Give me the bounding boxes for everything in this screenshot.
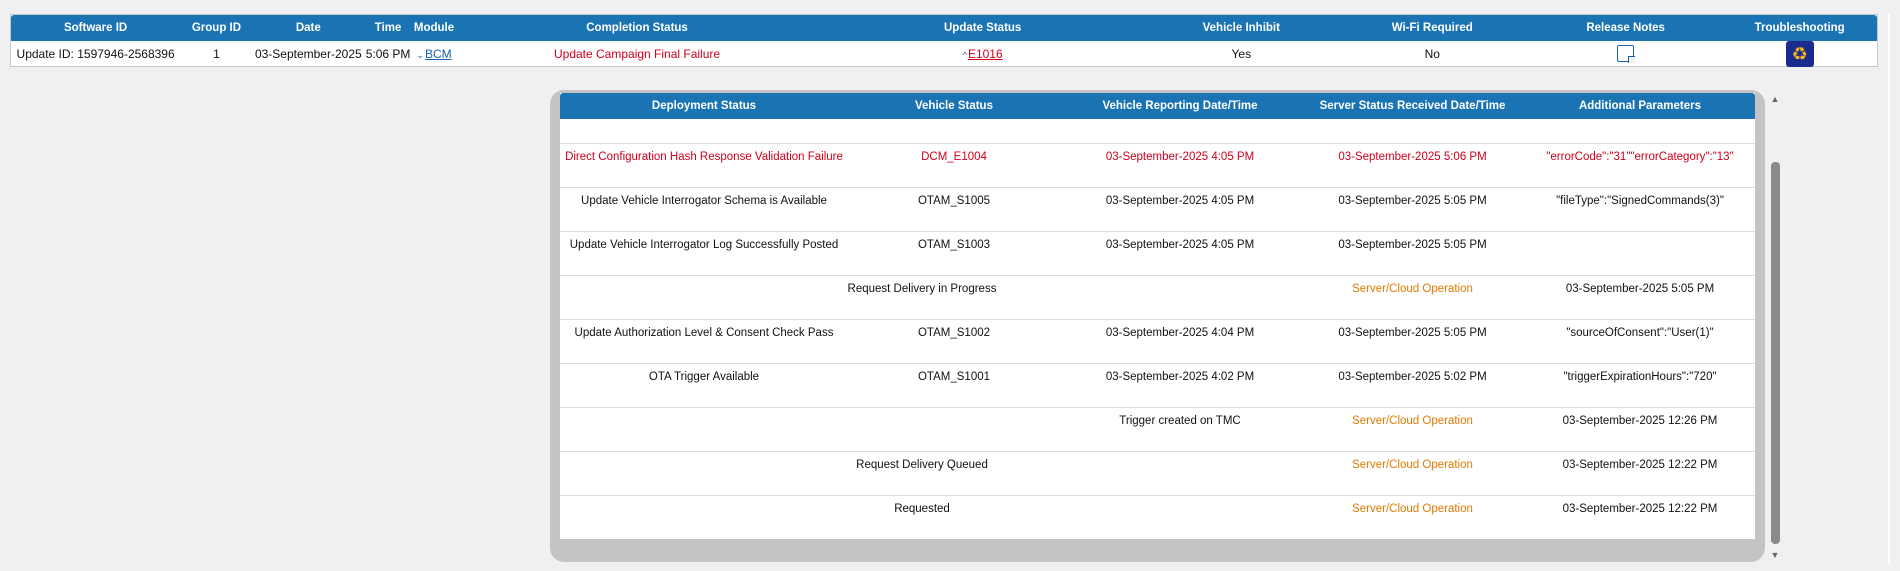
note-icon[interactable] <box>1617 45 1636 63</box>
module-cell: ⌄BCM <box>412 47 456 61</box>
deployment-detail-table: Deployment Status Vehicle Status Vehicle… <box>560 93 1755 539</box>
software-update-header: Software ID Group ID Date Time Module Co… <box>11 15 1877 41</box>
table-row: Trigger created on TMC Server/Cloud Oper… <box>560 407 1755 451</box>
header-date[interactable]: Date <box>295 22 321 34</box>
scroll-up-arrow-icon[interactable]: ▲ <box>1770 94 1780 104</box>
server-event-date: 03-September-2025 12:22 PM <box>1562 503 1718 515</box>
vehicle-status-value: OTAM_S1005 <box>917 195 990 207</box>
update-status-link[interactable]: E1016 <box>967 46 1003 61</box>
deployment-status-value: Update Vehicle Interrogator Log Successf… <box>569 239 839 251</box>
additional-parameters-value: "triggerExpirationHours":"720" <box>1563 371 1717 383</box>
header-completion-status[interactable]: Completion Status <box>586 22 688 34</box>
header-server-status[interactable]: Server Status Received Date/Time <box>1319 100 1506 112</box>
header-wifi-required[interactable]: Wi-Fi Required <box>1391 22 1473 34</box>
table-row: Direct Configuration Hash Response Valid… <box>560 143 1755 187</box>
table-row: Update ID: 1597946-2568396 1 03-Septembe… <box>11 40 1877 67</box>
deployment-status-value: Update Vehicle Interrogator Schema is Av… <box>581 195 827 207</box>
software-update-table: Software ID Group ID Date Time Module Co… <box>10 14 1878 67</box>
chevron-down-icon[interactable]: ⌄ <box>416 49 424 60</box>
vehicle-inhibit-value: Yes <box>1231 46 1252 61</box>
scrollbar-thumb[interactable] <box>1771 162 1780 544</box>
server-status-value: 03-September-2025 5:05 PM <box>1338 327 1487 339</box>
recycle-icon[interactable]: ♻ <box>1785 40 1814 67</box>
header-additional-parameters[interactable]: Additional Parameters <box>1578 100 1702 112</box>
deployment-detail-body[interactable]: Direct Configuration Hash Response Valid… <box>560 119 1755 539</box>
table-row: Request Delivery in Progress Server/Clou… <box>560 275 1755 319</box>
deployment-status-value: Direct Configuration Hash Response Valid… <box>565 151 843 163</box>
server-event-description: Requested <box>894 503 950 515</box>
server-status-value: 03-September-2025 5:05 PM <box>1338 195 1487 207</box>
header-time[interactable]: Time <box>374 22 402 34</box>
vehicle-status-value: OTAM_S1003 <box>917 239 990 251</box>
server-event-category: Server/Cloud Operation <box>1352 415 1473 427</box>
header-vehicle-inhibit[interactable]: Vehicle Inhibit <box>1202 22 1280 34</box>
header-vehicle-reporting[interactable]: Vehicle Reporting Date/Time <box>1102 100 1258 112</box>
server-status-value: 03-September-2025 5:02 PM <box>1338 371 1487 383</box>
wifi-required-value: No <box>1424 46 1440 61</box>
vertical-scrollbar[interactable]: ▲ ▼ <box>1767 90 1783 562</box>
scroll-down-arrow-icon[interactable]: ▼ <box>1770 550 1780 560</box>
additional-parameters-value: "sourceOfConsent":"User(1)" <box>1566 327 1714 339</box>
table-row: Requested Server/Cloud Operation 03-Sept… <box>560 495 1755 539</box>
vehicle-reporting-value: 03-September-2025 4:02 PM <box>1105 371 1255 383</box>
window-edge <box>1888 14 1890 564</box>
table-row: OTA Trigger Available OTAM_S1001 03-Sept… <box>560 363 1755 407</box>
deployment-detail-header: Deployment Status Vehicle Status Vehicle… <box>560 93 1755 119</box>
header-update-status[interactable]: Update Status <box>944 22 1022 34</box>
group-id-value: 1 <box>213 46 220 61</box>
server-status-value: 03-September-2025 5:05 PM <box>1338 239 1487 251</box>
vehicle-status-value: OTAM_S1002 <box>917 327 990 339</box>
vehicle-reporting-value: 03-September-2025 4:05 PM <box>1105 151 1255 163</box>
vehicle-reporting-value: 03-September-2025 4:05 PM <box>1105 195 1255 207</box>
vehicle-reporting-value: 03-September-2025 4:04 PM <box>1105 327 1255 339</box>
server-event-category: Server/Cloud Operation <box>1352 503 1473 515</box>
server-status-value: 03-September-2025 5:06 PM <box>1338 151 1487 163</box>
header-release-notes[interactable]: Release Notes <box>1586 22 1665 34</box>
table-row: Update Vehicle Interrogator Schema is Av… <box>560 187 1755 231</box>
server-event-category: Server/Cloud Operation <box>1352 283 1473 295</box>
server-event-description: Trigger created on TMC <box>1119 415 1241 427</box>
header-deployment-status[interactable]: Deployment Status <box>651 100 757 112</box>
deployment-status-value: OTA Trigger Available <box>648 371 760 383</box>
date-value: 03-September-2025 <box>254 46 362 61</box>
header-troubleshooting[interactable]: Troubleshooting <box>1754 22 1845 34</box>
troubleshooting-cell: ♻ <box>1722 40 1877 67</box>
update-status-cell: ^E1016 <box>818 47 1147 61</box>
header-vehicle-status[interactable]: Vehicle Status <box>915 100 993 112</box>
additional-parameters-value: "errorCode":"31""errorCategory":"13" <box>1546 151 1734 163</box>
completion-status-value: Update Campaign Final Failure <box>553 46 721 61</box>
software-id-value: Update ID: 1597946-2568396 <box>16 46 175 61</box>
header-group-id[interactable]: Group ID <box>191 22 242 34</box>
release-notes-cell <box>1529 45 1722 63</box>
time-value: 5:06 PM <box>365 46 411 61</box>
chevron-up-icon[interactable]: ^ <box>962 49 967 60</box>
table-row: Update Vehicle Interrogator Log Successf… <box>560 231 1755 275</box>
server-event-date: 03-September-2025 12:22 PM <box>1562 459 1718 471</box>
header-software-id[interactable]: Software ID <box>63 22 128 34</box>
deployment-status-value: Update Authorization Level & Consent Che… <box>574 327 834 339</box>
header-module[interactable]: Module <box>413 22 455 34</box>
server-event-date: 03-September-2025 5:05 PM <box>1565 283 1715 295</box>
table-row: Update Authorization Level & Consent Che… <box>560 319 1755 363</box>
server-event-description: Request Delivery Queued <box>856 459 988 471</box>
table-row: Request Delivery Queued Server/Cloud Ope… <box>560 451 1755 495</box>
vehicle-reporting-value: 03-September-2025 4:05 PM <box>1105 239 1255 251</box>
server-event-category: Server/Cloud Operation <box>1352 459 1473 471</box>
server-event-date: 03-September-2025 12:26 PM <box>1562 415 1718 427</box>
additional-parameters-value: "fileType":"SignedCommands(3)" <box>1556 195 1724 207</box>
module-link[interactable]: BCM <box>424 46 452 61</box>
vehicle-status-value: DCM_E1004 <box>921 151 987 163</box>
server-event-description: Request Delivery in Progress <box>847 283 997 295</box>
vehicle-status-value: OTAM_S1001 <box>917 371 990 383</box>
